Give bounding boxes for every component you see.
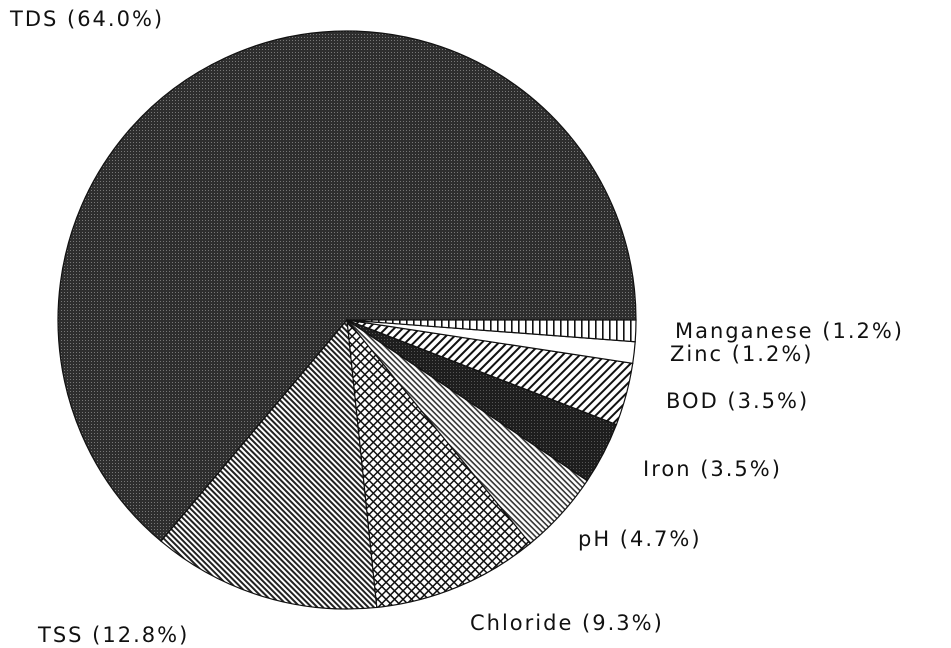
slice-label: BOD (3.5%) [666,389,809,413]
slice-label: Iron (3.5%) [643,457,782,481]
slice-label: TSS (12.8%) [37,623,189,647]
slice-label: Manganese (1.2%) [675,319,904,343]
slice-label: TDS (64.0%) [9,7,164,31]
pie-slice [346,318,532,609]
slice-label: Chloride (9.3%) [470,611,664,635]
pie-slice [160,318,378,610]
slice-label: pH (4.7%) [578,527,702,551]
pie-slice [57,30,637,543]
slice-label: Zinc (1.2%) [670,342,814,366]
pie-slice [346,319,637,343]
